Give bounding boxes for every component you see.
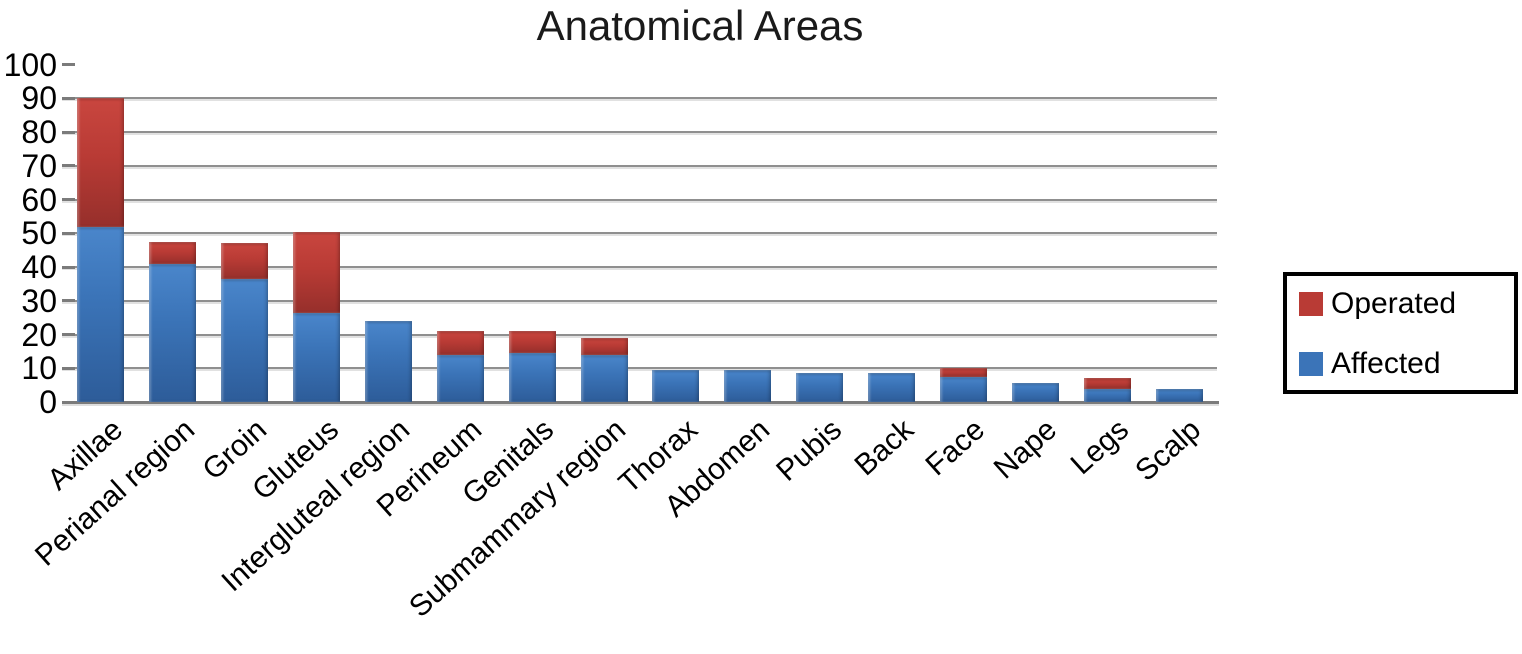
bar-affected-legs <box>1083 388 1131 402</box>
bar-affected-intergluteal-region <box>364 321 412 402</box>
y-axis-tick-100 <box>62 63 75 66</box>
y-axis-tick-90 <box>62 96 75 100</box>
y-axis-tick-40 <box>62 265 75 269</box>
y-axis-tick-30 <box>62 299 75 303</box>
bar-affected-gluteus <box>293 312 341 402</box>
legend-swatch-operated-icon <box>1299 292 1323 316</box>
y-tick-label-70: 70 <box>21 147 57 184</box>
bar-affected-scalp <box>1155 388 1203 402</box>
bar-affected-back <box>868 373 916 402</box>
gridline-30 <box>62 299 1217 302</box>
bar-affected-pubis <box>796 373 844 402</box>
y-tick-label-40: 40 <box>21 249 57 285</box>
bar-affected-groin <box>221 278 269 402</box>
bar-affected-genitals <box>508 353 556 402</box>
y-axis-tick-0 <box>62 400 75 404</box>
bar-operated-perianal-region <box>149 241 197 264</box>
legend-item-affected: Affected <box>1299 347 1441 381</box>
gridline-70 <box>62 164 1217 167</box>
y-tick-label-100: 100 <box>3 46 57 83</box>
bar-affected-face <box>939 376 987 402</box>
legend-swatch-affected-icon <box>1299 352 1323 376</box>
gridline-20 <box>62 333 1217 336</box>
y-tick-label-30: 30 <box>21 282 57 319</box>
legend-label-operated: Operated <box>1331 287 1457 320</box>
gridline-40 <box>62 266 1217 268</box>
y-tick-label-50: 50 <box>21 215 57 252</box>
bar-affected-perianal-region <box>149 263 197 402</box>
bar-affected-abdomen <box>724 369 772 402</box>
y-tick-label-60: 60 <box>21 181 57 218</box>
bar-affected-submammary-region <box>580 354 628 402</box>
bar-operated-perineum <box>436 331 484 355</box>
y-axis-tick-70 <box>62 164 75 168</box>
bar-operated-submammary-region <box>580 337 628 355</box>
bar-affected-nape <box>1011 383 1059 402</box>
gridline-50 <box>62 232 1217 235</box>
y-axis-tick-50 <box>62 231 75 235</box>
bar-operated-groin <box>221 243 269 279</box>
x-axis-line <box>62 401 1219 404</box>
bar-affected-perineum <box>436 354 484 402</box>
y-tick-label-10: 10 <box>21 350 57 387</box>
bar-operated-face <box>939 368 987 377</box>
legend-label-affected: Affected <box>1331 347 1441 380</box>
y-tick-label-80: 80 <box>21 114 57 150</box>
bar-operated-gluteus <box>293 231 341 313</box>
y-axis-tick-80 <box>62 130 75 134</box>
gridline-90 <box>62 97 1217 100</box>
y-axis-tick-10 <box>62 366 75 370</box>
legend: Operated Affected <box>1283 272 1518 394</box>
bar-affected-axillae <box>77 226 125 402</box>
gridline-10 <box>62 367 1217 370</box>
legend-item-operated: Operated <box>1299 287 1456 321</box>
chart-title: Anatomical Areas <box>536 2 864 49</box>
bar-operated-genitals <box>508 331 556 354</box>
y-tick-label-0: 0 <box>39 384 57 420</box>
gridline-60 <box>62 198 1217 201</box>
bar-affected-thorax <box>652 369 700 402</box>
gridline-80 <box>62 131 1217 133</box>
bar-operated-legs <box>1083 378 1131 389</box>
bar-operated-axillae <box>77 98 125 227</box>
y-axis-tick-20 <box>62 333 75 336</box>
y-tick-label-20: 20 <box>21 316 57 353</box>
y-axis-tick-60 <box>62 198 75 201</box>
y-tick-label-90: 90 <box>21 80 57 117</box>
